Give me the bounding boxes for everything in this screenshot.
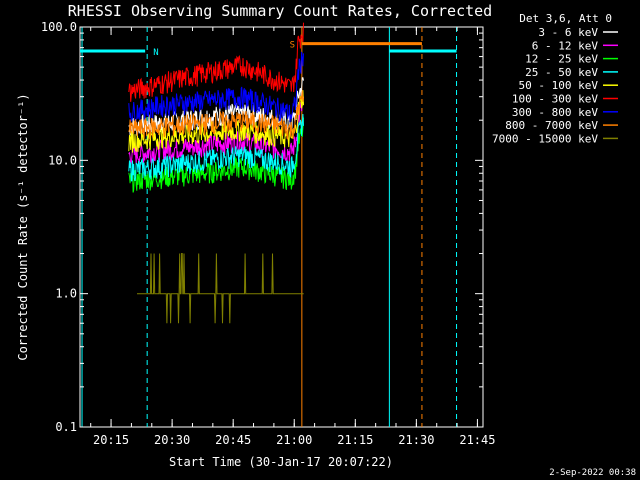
- y-tick-label: 1.0: [55, 287, 77, 301]
- series-line: [128, 90, 304, 141]
- series-layer: [128, 22, 304, 324]
- legend-label: 7000 - 15000 keV: [492, 132, 598, 145]
- legend-title: Det 3,6, Att 0: [519, 12, 612, 25]
- night-annotation: N: [153, 48, 158, 58]
- legend-label: 100 - 300 keV: [512, 93, 598, 106]
- x-axis-label: Start Time (30-Jan-17 20:07:22): [169, 455, 393, 469]
- series-line: [128, 51, 304, 125]
- footer-date: 2-Sep-2022 00:38: [549, 468, 636, 478]
- legend-label: 3 - 6 keV: [538, 26, 598, 39]
- series-line: [128, 113, 304, 182]
- legend-label: 50 - 100 keV: [519, 79, 599, 92]
- x-tick-label: 21:15: [337, 433, 373, 447]
- series-line: [137, 253, 304, 324]
- legend-label: 800 - 7000 keV: [505, 119, 598, 132]
- x-tick-label: 20:45: [215, 433, 251, 447]
- x-axis-ticks: 20:15 20:30 20:45 21:00 21:15 21:30 21:45: [90, 27, 495, 447]
- time-markers: NS: [80, 27, 458, 427]
- x-tick-label: 20:30: [154, 433, 190, 447]
- y-axis-label: Corrected Count Rate (s⁻¹ detector⁻¹): [16, 93, 30, 360]
- y-tick-label: 0.1: [55, 420, 77, 434]
- legend-label: 6 - 12 keV: [532, 39, 599, 52]
- x-tick-label: 20:15: [93, 433, 129, 447]
- legend-label: 25 - 50 keV: [525, 66, 598, 79]
- x-tick-label: 21:45: [459, 433, 495, 447]
- x-tick-label: 21:00: [276, 433, 312, 447]
- legend-label: 12 - 25 keV: [525, 53, 598, 66]
- saa-annotation: S: [290, 41, 295, 51]
- x-tick-label: 21:30: [398, 433, 434, 447]
- y-tick-label: 100.0: [41, 20, 77, 34]
- legend-label: 300 - 800 keV: [512, 106, 598, 119]
- series-line: [128, 117, 304, 193]
- chart-title: RHESSI Observing Summary Count Rates, Co…: [68, 2, 492, 20]
- plot-frame: [79, 26, 484, 428]
- series-line: [128, 22, 304, 102]
- y-tick-label: 10.0: [48, 153, 77, 167]
- series-line: [128, 90, 304, 153]
- y-axis-ticks: 0.1 1.0 10.0 100.0: [41, 20, 483, 434]
